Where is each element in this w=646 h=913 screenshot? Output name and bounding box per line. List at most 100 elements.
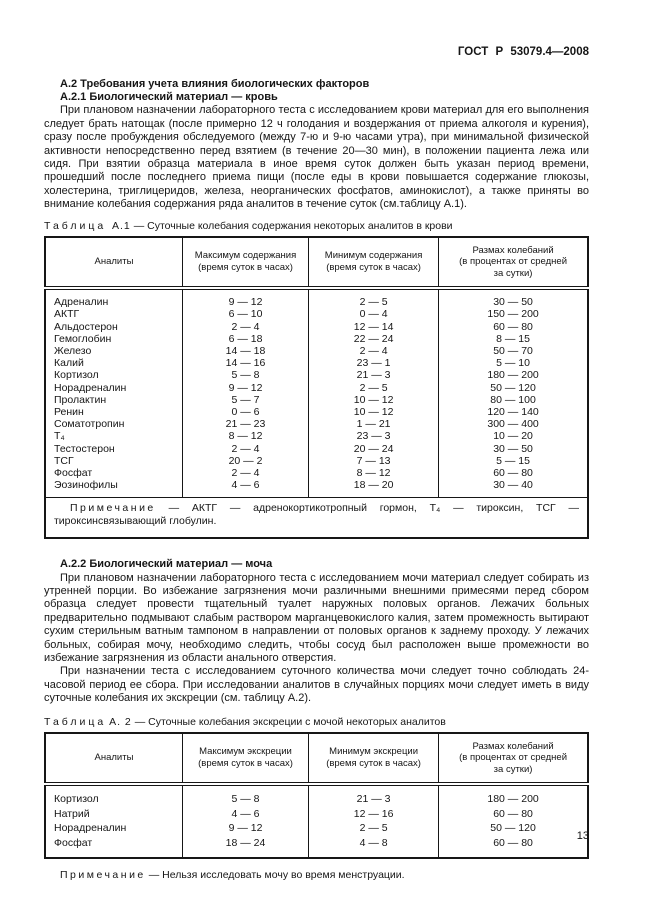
table-row: Гемоглобин 6 — 18 22 — 24 8 — 15 xyxy=(44,332,589,345)
value-cell: 20 — 24 xyxy=(308,442,440,455)
value-cell: 9 — 12 xyxy=(181,381,310,394)
analyte-name-cell: Кортизол xyxy=(44,784,183,807)
analyte-name-cell: Фосфат xyxy=(44,835,183,858)
value-cell: 20 — 2 xyxy=(181,454,310,467)
table1-header: Аналиты Максимум содержания (время суток … xyxy=(44,236,589,291)
value-cell: 4 — 6 xyxy=(181,479,310,498)
value-cell: 2 — 4 xyxy=(181,320,310,333)
table-row: Кортизол 5 — 8 21 — 3 180 — 200 xyxy=(44,369,589,382)
value-cell: 300 — 400 xyxy=(438,418,589,431)
value-cell: 21 — 23 xyxy=(181,418,310,431)
value-cell: 5 — 10 xyxy=(438,357,589,370)
table-row: Соматотропин 21 — 23 1 — 21 300 — 400 xyxy=(44,418,589,431)
paragraph-a21: При плановом назначении лабораторного те… xyxy=(44,104,589,211)
table-header-row: Аналиты Максимум содержания (время суток … xyxy=(44,236,589,291)
value-cell: 0 — 4 xyxy=(308,308,440,321)
table1-caption-number: А.1 xyxy=(112,219,131,232)
value-cell: 5 — 8 xyxy=(181,784,310,807)
value-cell: 12 — 14 xyxy=(308,320,440,333)
value-cell: 1 — 21 xyxy=(308,418,440,431)
value-cell: 2 — 5 xyxy=(308,821,440,836)
value-cell: 8 — 15 xyxy=(438,332,589,345)
doc-header-title: ГОСТ Р 53079.4—2008 xyxy=(457,46,589,58)
column-header: Аналиты xyxy=(44,236,183,291)
column-header: Минимум содержания (время суток в часах) xyxy=(308,236,440,291)
page-number: 13 xyxy=(576,830,589,842)
value-cell: 50 — 120 xyxy=(438,381,589,394)
analyte-name-cell: Соматотропин xyxy=(44,418,183,431)
table-row: Эозинофилы 4 — 6 18 — 20 30 — 40 xyxy=(44,479,589,498)
table-row: Железо 14 — 18 2 — 4 50 — 70 xyxy=(44,344,589,358)
value-cell: 5 — 7 xyxy=(181,393,310,406)
value-cell: 10 — 12 xyxy=(308,405,440,419)
table1-note: Примечание — АКТГ — адренокортикотропный… xyxy=(45,497,588,539)
table1-note-row: Примечание — АКТГ — адренокортикотропный… xyxy=(45,497,588,539)
value-cell: 80 — 100 xyxy=(438,393,589,406)
table-row: Тестостерон 2 — 4 20 — 24 30 — 50 xyxy=(44,442,589,455)
table2-caption-number: А. 2 xyxy=(109,715,132,728)
analyte-name-cell: Т₄ xyxy=(44,430,183,443)
value-cell: 21 — 3 xyxy=(308,784,440,807)
table-row: Кортизол 5 — 8 21 — 3 180 — 200 xyxy=(44,784,589,807)
table1-body: Адреналин 9 — 12 2 — 5 30 — 50 АКТГ 6 — 10 0 —… xyxy=(44,288,589,498)
paragraph-a22-1: При плановом назначении лабораторного те… xyxy=(44,571,589,665)
table-row: Ренин 0 — 6 10 — 12 120 — 140 xyxy=(44,405,589,419)
table2-note: Примечание — Нельзя исследовать мочу во … xyxy=(44,869,589,882)
value-cell: 10 — 20 xyxy=(438,430,589,443)
column-header: Аналиты xyxy=(44,732,183,787)
value-cell: 5 — 8 xyxy=(181,369,310,382)
analyte-name-cell: Эозинофилы xyxy=(44,479,183,498)
table-row: Т₄ 8 — 12 23 — 3 10 — 20 xyxy=(44,430,589,443)
value-cell: 60 — 80 xyxy=(438,806,589,822)
document-content: А.2 Требования учета влияния биологическ… xyxy=(44,78,589,882)
analyte-name-cell: Железо xyxy=(44,344,183,358)
value-cell: 8 — 12 xyxy=(308,467,440,480)
value-cell: 50 — 70 xyxy=(438,344,589,358)
column-header: Максимум экскреции (время суток в часах) xyxy=(181,732,310,787)
value-cell: 4 — 8 xyxy=(308,835,440,858)
table2-note-text: — Нельзя исследовать мочу во время менст… xyxy=(145,868,405,881)
analyte-name-cell: Натрий xyxy=(44,806,183,822)
table1-note-label: Примечание xyxy=(70,502,156,515)
analyte-name-cell: Ренин xyxy=(44,405,183,419)
value-cell: 30 — 40 xyxy=(438,479,589,498)
value-cell: 9 — 12 xyxy=(181,821,310,836)
table1-note-section: Примечание — АКТГ — адренокортикотропный… xyxy=(45,497,588,539)
value-cell: 18 — 24 xyxy=(181,835,310,858)
analyte-name-cell: Альдостерон xyxy=(44,320,183,333)
value-cell: 2 — 5 xyxy=(308,288,440,309)
value-cell: 2 — 4 xyxy=(308,344,440,358)
value-cell: 7 — 13 xyxy=(308,454,440,467)
value-cell: 14 — 16 xyxy=(181,357,310,370)
table1-caption-dash: — xyxy=(133,219,145,232)
table2-caption: Таблица А. 2 — Суточные колебания экскре… xyxy=(44,716,589,729)
column-header: Максимум содержания (время суток в часах… xyxy=(181,236,310,291)
value-cell: 180 — 200 xyxy=(438,784,589,807)
value-cell: 23 — 1 xyxy=(308,357,440,370)
table-blood-analytes: Аналиты Максимум содержания (время суток … xyxy=(44,235,589,540)
value-cell: 180 — 200 xyxy=(438,369,589,382)
section-heading-a2: А.2 Требования учета влияния биологическ… xyxy=(60,78,370,90)
table1-note-text: — АКТГ — адренокортикотропный гормон, Т₄… xyxy=(54,502,579,528)
table-row: Норадреналин 9 — 12 2 — 5 50 — 120 xyxy=(44,821,589,836)
value-cell: 2 — 4 xyxy=(181,442,310,455)
value-cell: 4 — 6 xyxy=(181,806,310,822)
table2-note-label: Примечание xyxy=(60,868,146,881)
value-cell: 14 — 18 xyxy=(181,344,310,358)
table-row: Норадреналин 9 — 12 2 — 5 50 — 120 xyxy=(44,381,589,394)
value-cell: 22 — 24 xyxy=(308,332,440,345)
analyte-name-cell: Гемоглобин xyxy=(44,332,183,345)
table-row: Адреналин 9 — 12 2 — 5 30 — 50 xyxy=(44,288,589,309)
analyte-name-cell: Калий xyxy=(44,357,183,370)
table1-caption-text: Суточные колебания содержания некоторых … xyxy=(147,219,453,232)
table-row: Натрий 4 — 6 12 — 16 60 — 80 xyxy=(44,806,589,822)
table2-caption-word: Таблица xyxy=(44,715,107,728)
value-cell: 9 — 12 xyxy=(181,288,310,309)
column-header: Минимум экскреции (время суток в часах) xyxy=(308,732,440,787)
table-row: Альдостерон 2 — 4 12 — 14 60 — 80 xyxy=(44,320,589,333)
value-cell: 18 — 20 xyxy=(308,479,440,498)
column-header: Размах колебаний (в процентах от средней… xyxy=(438,236,589,291)
value-cell: 6 — 10 xyxy=(181,308,310,321)
